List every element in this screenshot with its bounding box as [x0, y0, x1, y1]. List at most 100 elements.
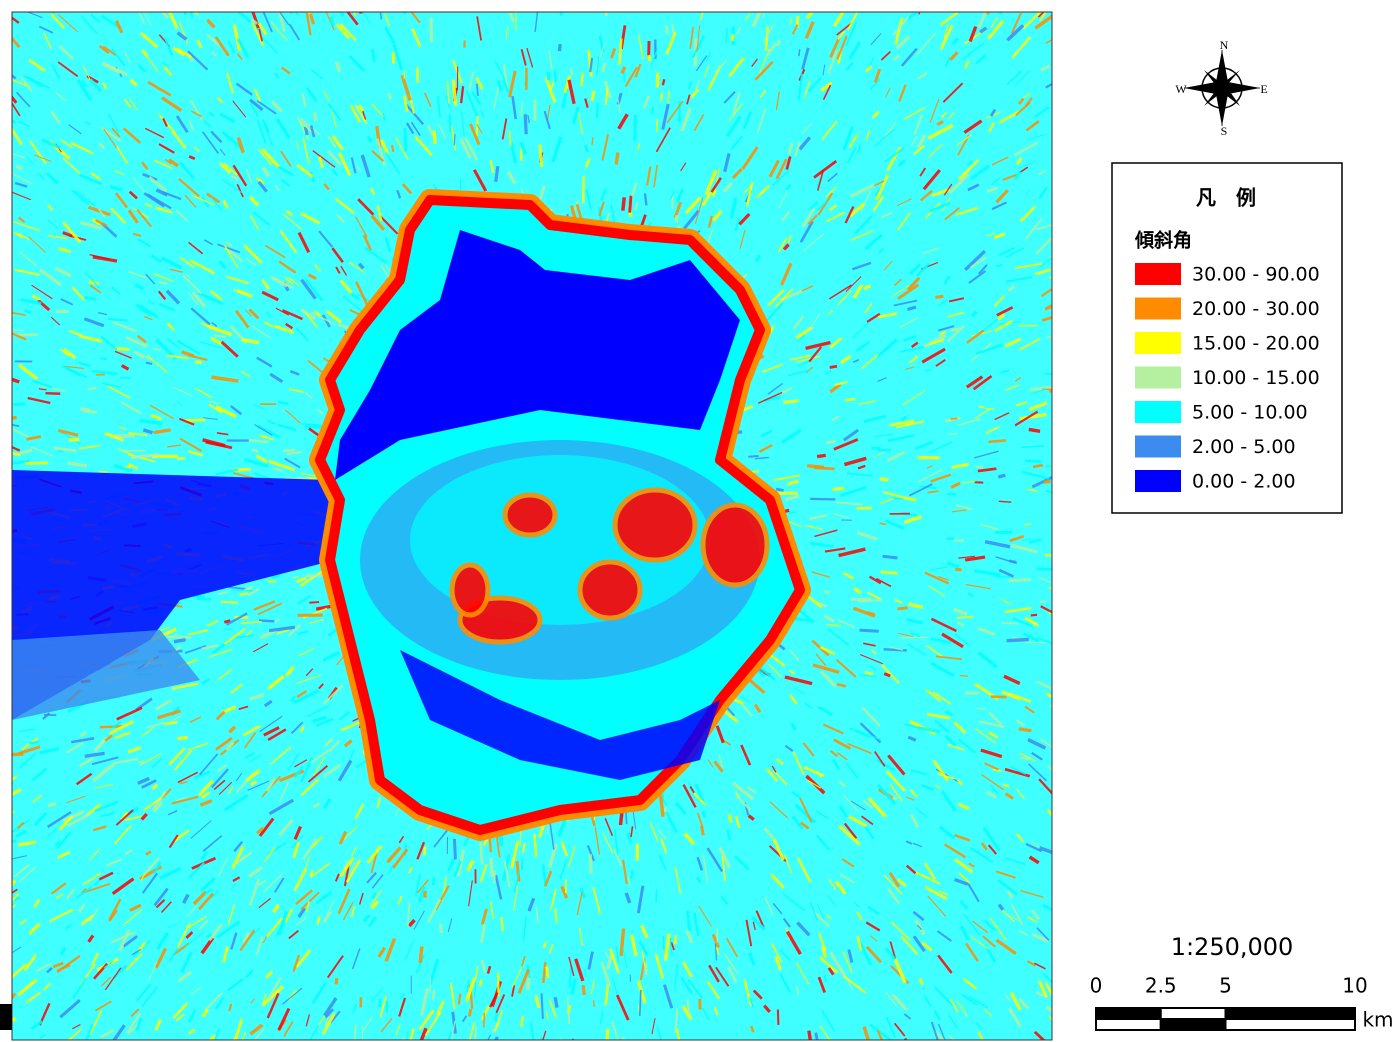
terrain-texture	[838, 824, 861, 846]
terrain-texture	[1051, 689, 1052, 691]
terrain-texture	[17, 840, 36, 847]
terrain-texture	[1003, 674, 1021, 686]
terrain-texture	[305, 12, 312, 36]
terrain-texture	[18, 752, 37, 769]
terrain-texture	[144, 127, 165, 139]
terrain-texture	[358, 262, 365, 270]
terrain-texture	[807, 779, 822, 789]
terrain-texture	[216, 763, 228, 773]
terrain-texture	[963, 914, 981, 936]
terrain-texture	[915, 807, 928, 818]
terrain-texture	[911, 769, 928, 776]
terrain-texture	[581, 176, 585, 204]
terrain-texture	[653, 164, 659, 188]
terrain-texture	[1016, 47, 1023, 52]
terrain-texture	[747, 952, 756, 966]
terrain-texture	[177, 771, 199, 784]
terrain-texture	[1014, 376, 1022, 382]
terrain-texture	[548, 50, 553, 70]
terrain-texture	[143, 192, 166, 208]
terrain-texture	[185, 931, 194, 939]
terrain-texture	[553, 996, 559, 1008]
legend-swatch	[1135, 435, 1181, 458]
terrain-texture	[807, 1030, 812, 1040]
terrain-texture	[12, 36, 21, 49]
terrain-texture	[621, 197, 626, 211]
terrain-texture	[223, 793, 249, 812]
terrain-texture	[249, 195, 260, 207]
terrain-texture	[468, 880, 473, 907]
terrain-texture	[935, 655, 963, 661]
terrain-texture	[89, 908, 99, 923]
terrain-texture	[604, 87, 609, 105]
terrain-texture	[127, 746, 142, 754]
terrain-texture	[694, 197, 704, 224]
terrain-texture	[280, 150, 292, 168]
terrain-texture	[817, 170, 824, 191]
terrain-texture	[865, 129, 871, 141]
terrain-texture	[826, 894, 837, 907]
terrain-texture	[285, 322, 294, 330]
terrain-texture	[233, 634, 254, 639]
terrain-texture	[339, 12, 345, 17]
terrain-texture	[30, 1020, 43, 1031]
terrain-texture	[357, 198, 375, 216]
terrain-texture	[780, 386, 793, 395]
terrain-texture	[658, 829, 668, 840]
terrain-texture	[242, 724, 261, 737]
terrain-texture	[325, 309, 342, 324]
terrain-texture	[933, 985, 954, 1007]
terrain-texture	[153, 801, 164, 813]
terrain-texture	[998, 110, 1021, 124]
terrain-texture	[712, 209, 723, 222]
terrain-texture	[204, 888, 213, 896]
terrain-texture	[782, 399, 799, 404]
terrain-texture	[1023, 93, 1031, 98]
terrain-texture	[758, 443, 773, 453]
scale-ratio: 1:250,000	[1171, 933, 1294, 961]
terrain-texture	[1048, 1015, 1052, 1022]
terrain-texture	[161, 96, 183, 112]
terrain-texture	[959, 925, 970, 941]
terrain-texture	[50, 316, 61, 326]
terrain-texture	[12, 963, 27, 980]
terrain-texture	[1015, 157, 1023, 165]
terrain-texture	[466, 859, 475, 872]
terrain-texture	[354, 216, 368, 238]
terrain-texture	[79, 730, 87, 738]
terrain-texture	[179, 437, 203, 452]
terrain-texture	[948, 432, 958, 436]
terrain-texture	[604, 818, 614, 837]
terrain-texture	[274, 184, 280, 192]
terrain-texture	[15, 829, 27, 838]
terrain-texture	[294, 12, 300, 17]
terrain-texture	[958, 738, 977, 754]
terrain-texture	[256, 356, 273, 368]
terrain-texture	[949, 998, 959, 1013]
terrain-texture	[362, 12, 371, 25]
terrain-texture	[944, 207, 960, 221]
terrain-texture	[12, 153, 26, 159]
legend-label: 2.00 - 5.00	[1192, 436, 1296, 458]
terrain-texture	[985, 790, 997, 799]
terrain-texture	[168, 158, 179, 168]
terrain-texture	[1036, 927, 1050, 941]
terrain-texture	[990, 17, 998, 28]
terrain-texture	[58, 429, 79, 437]
terrain-texture	[857, 464, 866, 470]
terrain-texture	[124, 815, 142, 822]
terrain-texture	[349, 292, 361, 301]
terrain-texture	[50, 882, 67, 895]
terrain-texture	[257, 879, 267, 887]
terrain-texture	[1027, 916, 1038, 923]
terrain-texture	[1008, 578, 1031, 583]
terrain-texture	[299, 756, 314, 783]
terrain-texture	[669, 937, 673, 956]
terrain-texture	[14, 181, 28, 188]
terrain-texture	[91, 369, 118, 376]
terrain-texture	[210, 130, 223, 144]
terrain-texture	[77, 903, 86, 913]
terrain-texture	[997, 879, 1018, 896]
terrain-texture	[916, 32, 936, 55]
terrain-texture	[201, 131, 220, 155]
